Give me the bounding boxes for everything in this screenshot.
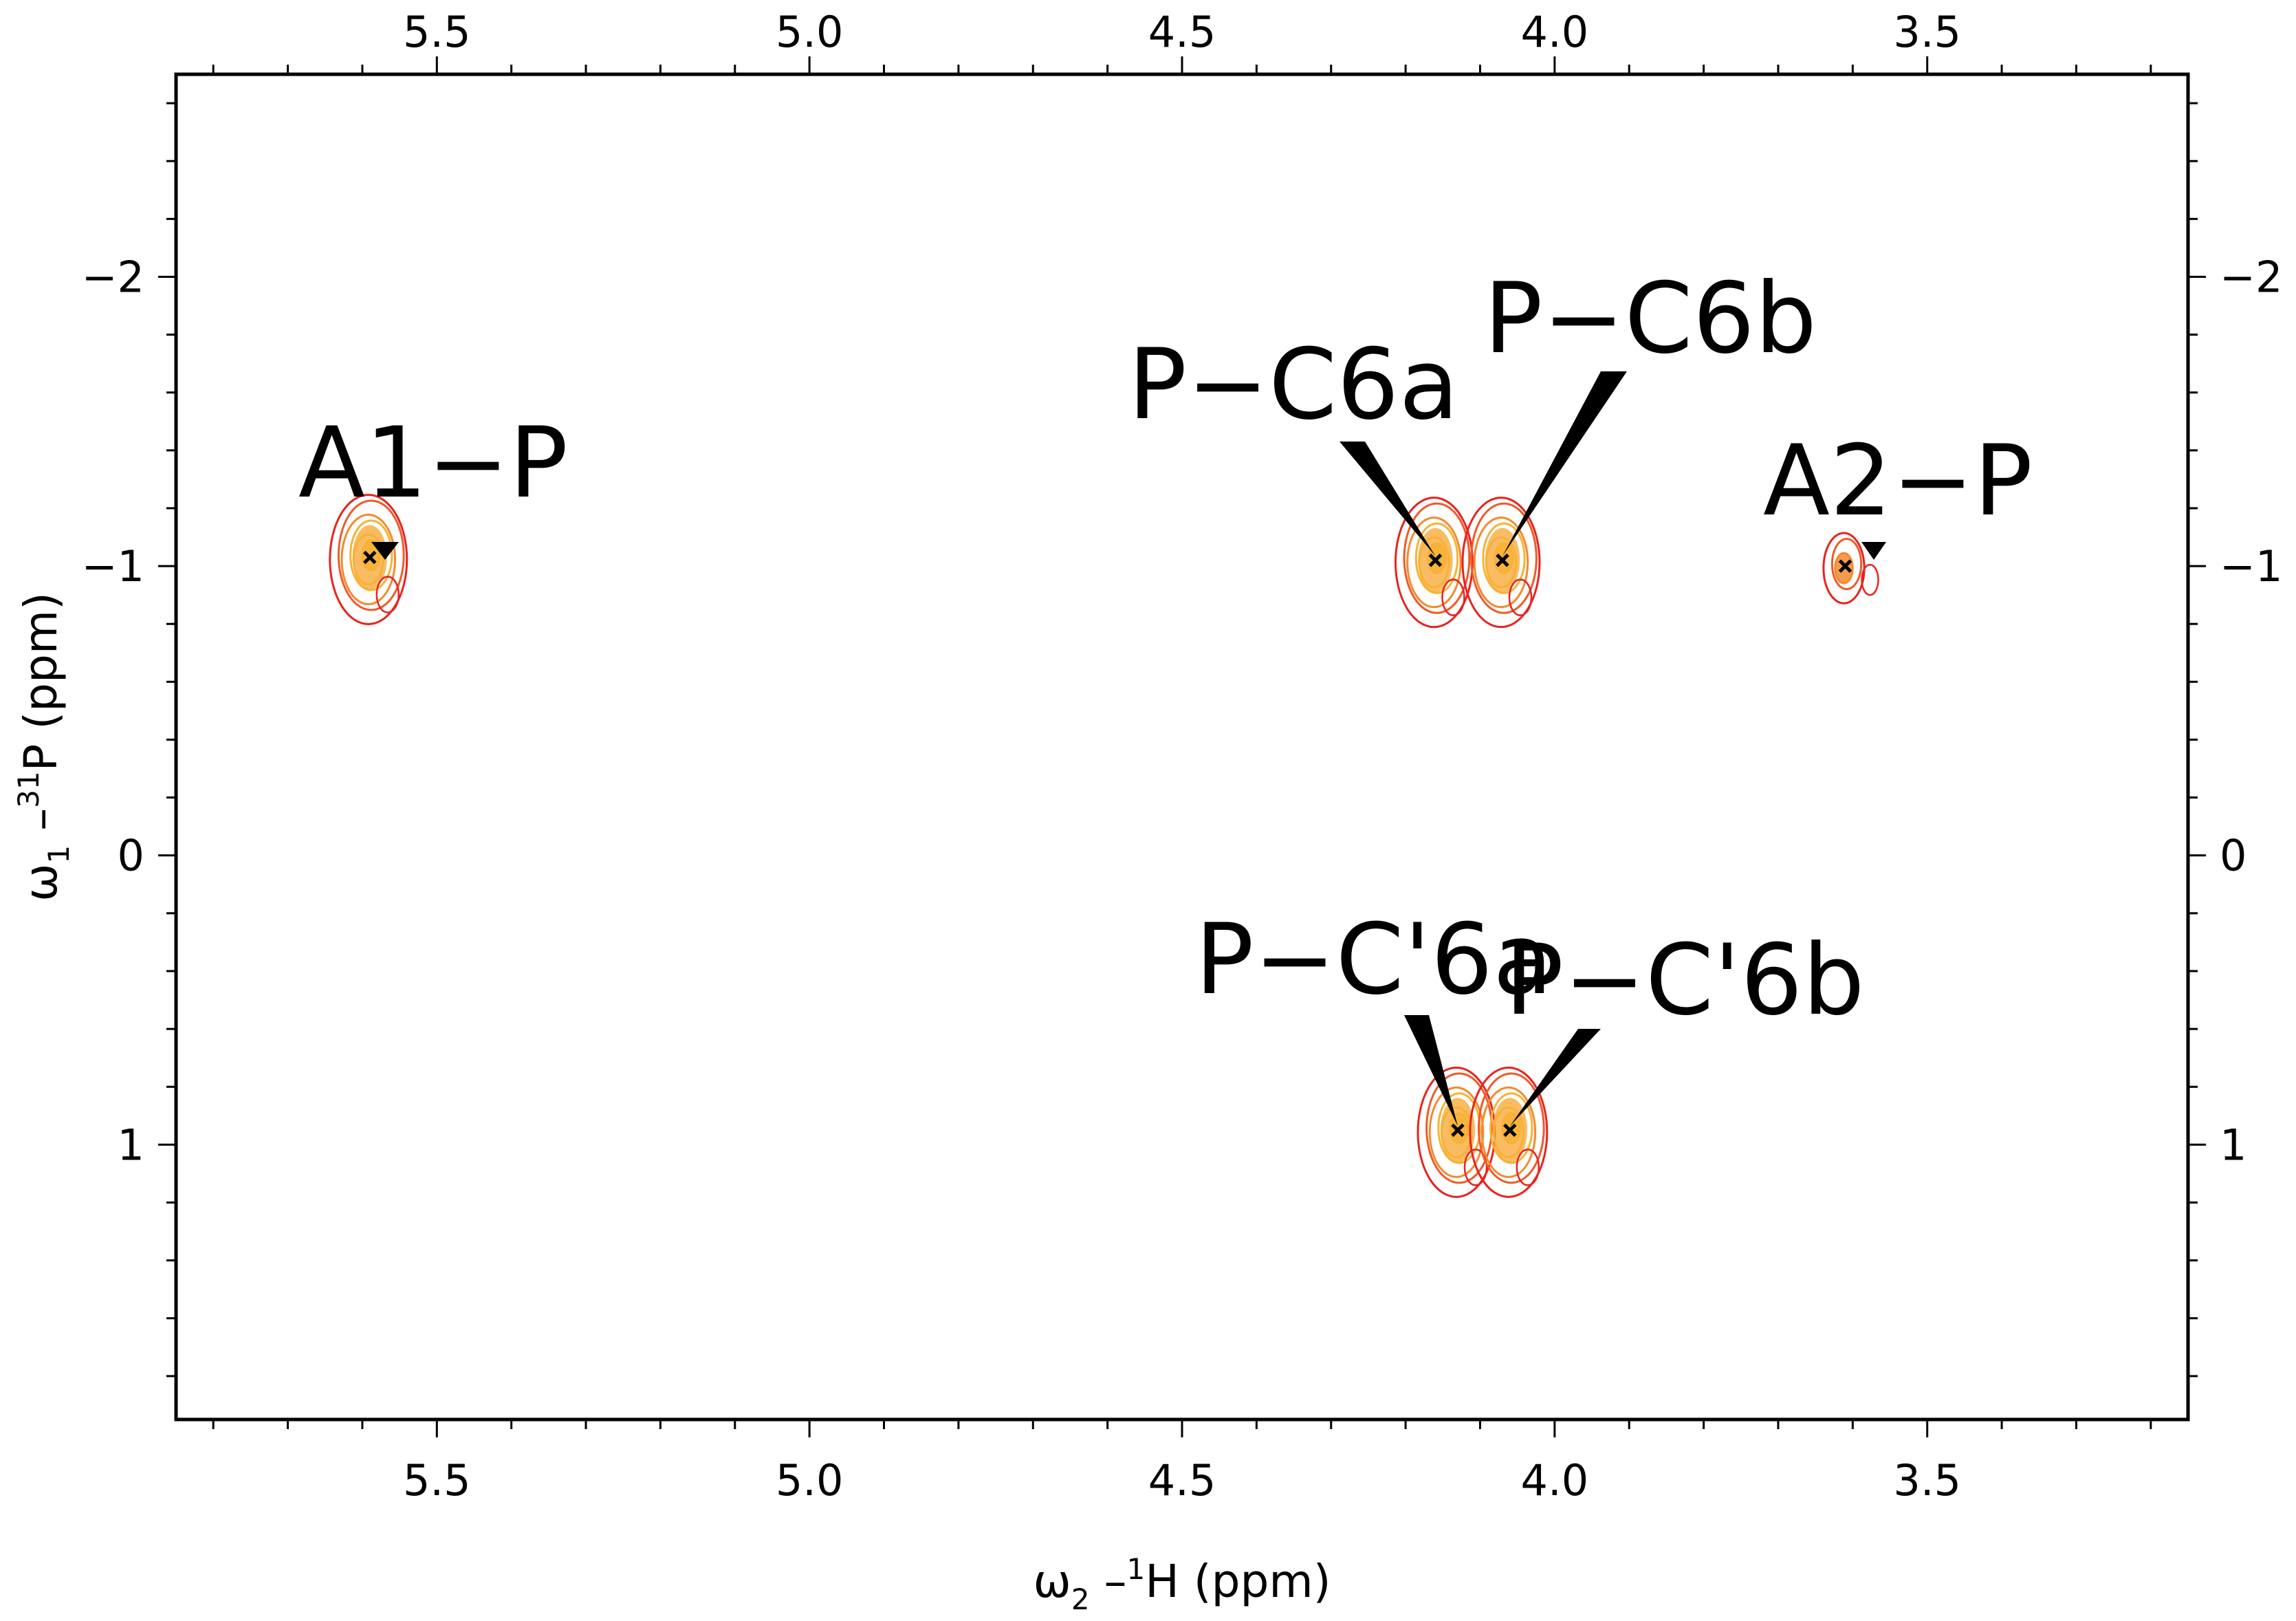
contour-level bbox=[1394, 497, 1474, 629]
peak-label: P−C6b bbox=[1484, 262, 1817, 376]
contour-level bbox=[349, 519, 393, 591]
y-tick-label-left: 0 bbox=[118, 831, 144, 881]
contour-level bbox=[329, 493, 408, 625]
contour-level bbox=[1425, 1072, 1493, 1184]
contour-level bbox=[1489, 1092, 1533, 1164]
contour-level bbox=[1480, 1086, 1537, 1178]
peak-label: A2−P bbox=[1763, 424, 2033, 538]
peak-pointer bbox=[1340, 442, 1436, 556]
peak-contour-group bbox=[1417, 1066, 1496, 1198]
peak-contours bbox=[329, 493, 1879, 1198]
x-tick-label-bottom: 3.5 bbox=[1893, 1455, 1961, 1505]
x-tick-label-bottom: 4.5 bbox=[1148, 1455, 1216, 1505]
contour-satellite bbox=[1463, 1149, 1488, 1186]
peak-pointer bbox=[1861, 542, 1886, 560]
peak-contour-group bbox=[1461, 497, 1541, 629]
y-tick-label-right: −2 bbox=[2220, 252, 2282, 302]
contour-level bbox=[1473, 516, 1529, 609]
peak-label-group: P−C6b bbox=[1484, 262, 1817, 556]
y-tick-label-right: −1 bbox=[2220, 541, 2282, 591]
x-axis-title: ω2 –1H (ppm) bbox=[1034, 1552, 1331, 1616]
contour-level bbox=[1428, 1086, 1485, 1178]
contour-level bbox=[340, 513, 397, 606]
peak-marker-stroke bbox=[1838, 559, 1852, 573]
y-tick-label-left: −1 bbox=[82, 541, 144, 591]
peak-marker-stroke bbox=[362, 550, 377, 565]
peak-marker-stroke bbox=[1451, 1123, 1465, 1138]
contour-satellite bbox=[1516, 1149, 1540, 1186]
peak-marker bbox=[1496, 553, 1509, 567]
peak-label: P−C6a bbox=[1128, 328, 1458, 442]
contour-level bbox=[1477, 1072, 1545, 1184]
peak-marker-stroke bbox=[1503, 1123, 1517, 1138]
contour-satellite bbox=[1508, 578, 1533, 616]
y-axis-title: ω1 –31P (ppm) bbox=[12, 592, 76, 902]
contour-level bbox=[1470, 502, 1538, 614]
peak-marker bbox=[362, 550, 377, 565]
y-tick-label-left: 1 bbox=[118, 1120, 144, 1170]
peak-label: A1−P bbox=[298, 406, 568, 520]
peak-label-group: P−C'6b bbox=[1505, 924, 1865, 1127]
x-tick-label-bottom: 5.0 bbox=[776, 1455, 844, 1505]
peak-marker-stroke bbox=[1496, 553, 1509, 567]
peak-contour-group bbox=[329, 493, 408, 625]
peak-markers bbox=[362, 550, 1852, 1138]
peak-label-group: A2−P bbox=[1763, 424, 2033, 560]
peak-marker bbox=[1451, 1123, 1465, 1138]
peak-label-group: A1−P bbox=[298, 406, 568, 560]
x-tick-label-top: 4.0 bbox=[1521, 7, 1589, 57]
peak-pointer bbox=[1509, 1029, 1601, 1127]
peak-label-group: P−C'6a bbox=[1195, 903, 1553, 1127]
axis-ticks: 5.5 5.5 5.0 5.0 4.5 4.5 4.0 4.0 3.5 3.5 −2 −2 −1 −1 0 0… bbox=[82, 7, 2283, 1505]
y-tick-label-left: −2 bbox=[82, 252, 144, 302]
x-tick-label-bottom: 4.0 bbox=[1521, 1455, 1589, 1505]
plot-frame bbox=[174, 72, 2190, 1422]
contour-level bbox=[337, 499, 405, 611]
peak-pointer bbox=[1502, 371, 1627, 556]
contour-satellite bbox=[1441, 578, 1465, 616]
y-tick-label-right: 1 bbox=[2220, 1120, 2246, 1170]
peak-marker bbox=[1503, 1123, 1517, 1138]
contour-level bbox=[1469, 1066, 1549, 1198]
x-tick-label-top: 5.0 bbox=[776, 7, 844, 57]
contour-level bbox=[1482, 522, 1526, 594]
peak-label: P−C'6a bbox=[1195, 903, 1553, 1016]
peak-pointer bbox=[371, 542, 399, 560]
y-tick-label-right: 0 bbox=[2220, 831, 2246, 881]
peak-marker bbox=[1838, 559, 1852, 573]
contour-satellite bbox=[1861, 563, 1879, 596]
x-tick-label-top: 4.5 bbox=[1148, 7, 1216, 57]
contour-level bbox=[1437, 1092, 1481, 1164]
peak-marker bbox=[1428, 553, 1443, 567]
contour-level bbox=[1830, 538, 1863, 591]
contour-satellite bbox=[375, 576, 400, 613]
x-tick-label-top: 5.5 bbox=[403, 7, 471, 57]
contour-level bbox=[1403, 502, 1471, 614]
contour-level bbox=[1406, 516, 1462, 609]
contour-level bbox=[1461, 497, 1541, 629]
peak-label: P−C'6b bbox=[1505, 924, 1864, 1037]
peak-marker-stroke bbox=[1428, 553, 1443, 567]
peak-pointer bbox=[1404, 1015, 1458, 1127]
x-tick-label-top: 3.5 bbox=[1893, 7, 1961, 57]
contour-level bbox=[1414, 522, 1459, 594]
x-tick-label-bottom: 5.5 bbox=[403, 1455, 471, 1505]
peak-label-group: P−C6a bbox=[1128, 328, 1459, 556]
